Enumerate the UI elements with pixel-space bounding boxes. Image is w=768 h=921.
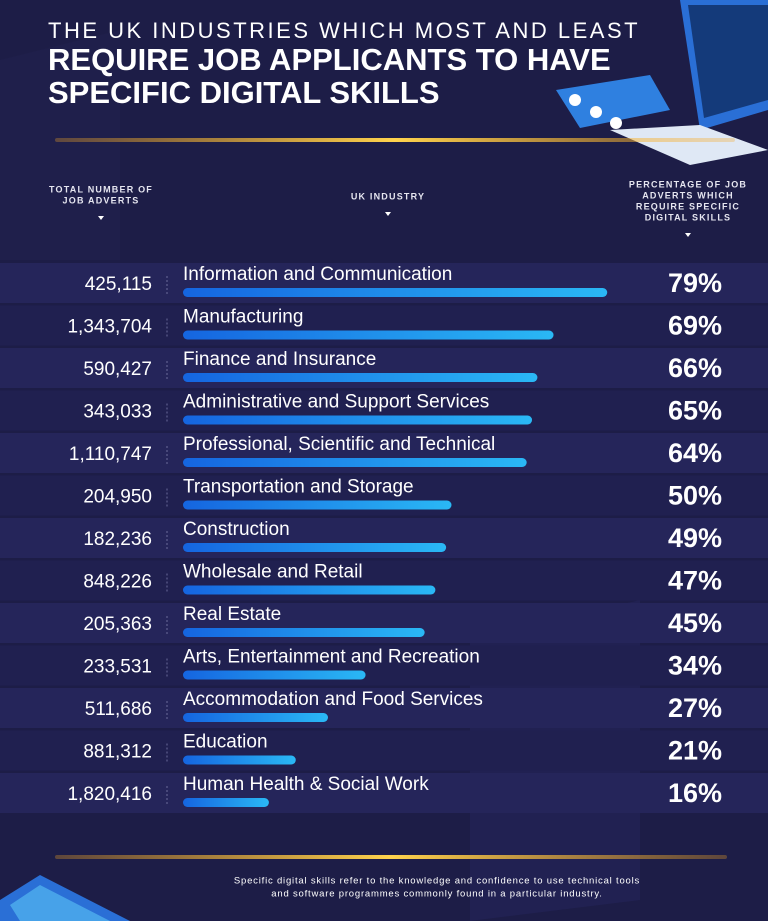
job-adverts: 1,110,747 (69, 444, 152, 465)
job-adverts: 848,226 (83, 572, 152, 593)
column-header: DIGITAL SKILLS (645, 212, 731, 222)
industry-label: Professional, Scientific and Technical (183, 434, 495, 455)
industry-label: Wholesale and Retail (183, 562, 363, 583)
bar (183, 585, 436, 595)
job-adverts: 205,363 (83, 614, 152, 635)
column-header: PERCENTAGE OF JOB (629, 179, 747, 189)
bar (183, 755, 296, 765)
percentage-label: 45% (668, 608, 722, 638)
bar (183, 500, 452, 510)
industry-label: Education (183, 732, 268, 753)
bar (183, 330, 554, 340)
bar (183, 628, 425, 637)
bar (183, 415, 533, 425)
percentage-label: 65% (668, 396, 722, 426)
job-adverts: 343,033 (83, 402, 152, 423)
percentage-label: 69% (668, 311, 722, 341)
sort-arrow (685, 233, 691, 237)
industry-label: Human Health & Social Work (183, 774, 429, 795)
industry-label: Transportation and Storage (183, 477, 414, 498)
job-adverts: 511,686 (85, 699, 152, 720)
divider (55, 855, 727, 859)
industry-label: Real Estate (183, 604, 281, 625)
percentage-label: 50% (668, 481, 722, 511)
laptop-illustration (0, 875, 130, 921)
divider (55, 138, 735, 142)
percentage-label: 49% (668, 523, 722, 553)
row-band (0, 645, 768, 686)
percentage-label: 34% (668, 651, 722, 681)
percentage-label: 16% (668, 778, 722, 808)
laptop-illustration (556, 0, 768, 165)
job-adverts: 881,312 (83, 742, 152, 763)
column-header: REQUIRE SPECIFIC (636, 201, 740, 211)
bar (183, 543, 447, 552)
job-adverts: 590,427 (83, 359, 152, 380)
industry-label: Manufacturing (183, 307, 303, 328)
percentage-label: 21% (668, 736, 722, 766)
row-band (0, 688, 768, 728)
industry-label: Construction (183, 519, 290, 540)
column-header: TOTAL NUMBER OF (49, 184, 153, 194)
footnote: Specific digital skills refer to the kno… (234, 876, 640, 887)
column-header: JOB ADVERTS (63, 195, 140, 205)
bar (183, 373, 538, 382)
industry-label: Administrative and Support Services (183, 392, 489, 413)
job-adverts: 182,236 (83, 529, 152, 550)
percentage-label: 64% (668, 438, 722, 468)
supertitle: THE UK INDUSTRIES WHICH MOST AND LEAST (48, 18, 640, 43)
footnote: and software programmes commonly found i… (271, 889, 602, 900)
industry-label: Information and Communication (183, 264, 452, 285)
job-adverts: 425,115 (85, 274, 152, 295)
percentage-label: 47% (668, 566, 722, 596)
bar (183, 288, 608, 297)
title-line: SPECIFIC DIGITAL SKILLS (48, 75, 440, 110)
sort-arrow (385, 212, 391, 216)
job-adverts: 1,343,704 (67, 317, 152, 338)
job-adverts: 1,820,416 (67, 784, 152, 805)
bar (183, 798, 269, 807)
bar (183, 713, 328, 722)
title-line: REQUIRE JOB APPLICANTS TO HAVE (48, 42, 611, 77)
column-header: UK INDUSTRY (351, 191, 425, 201)
job-adverts: 233,531 (83, 657, 152, 678)
industry-label: Arts, Entertainment and Recreation (183, 647, 480, 668)
job-adverts: 204,950 (83, 487, 152, 508)
industry-label: Finance and Insurance (183, 349, 376, 370)
percentage-label: 79% (668, 268, 722, 298)
industry-label: Accommodation and Food Services (183, 689, 483, 710)
bar (183, 670, 366, 680)
percentage-label: 27% (668, 693, 722, 723)
row-band (0, 773, 768, 813)
column-header: ADVERTS WHICH (642, 190, 734, 200)
percentage-label: 66% (668, 353, 722, 383)
decor-shape (0, 30, 120, 260)
bar (183, 458, 527, 467)
sort-arrow (98, 216, 104, 220)
row-band (0, 730, 768, 771)
